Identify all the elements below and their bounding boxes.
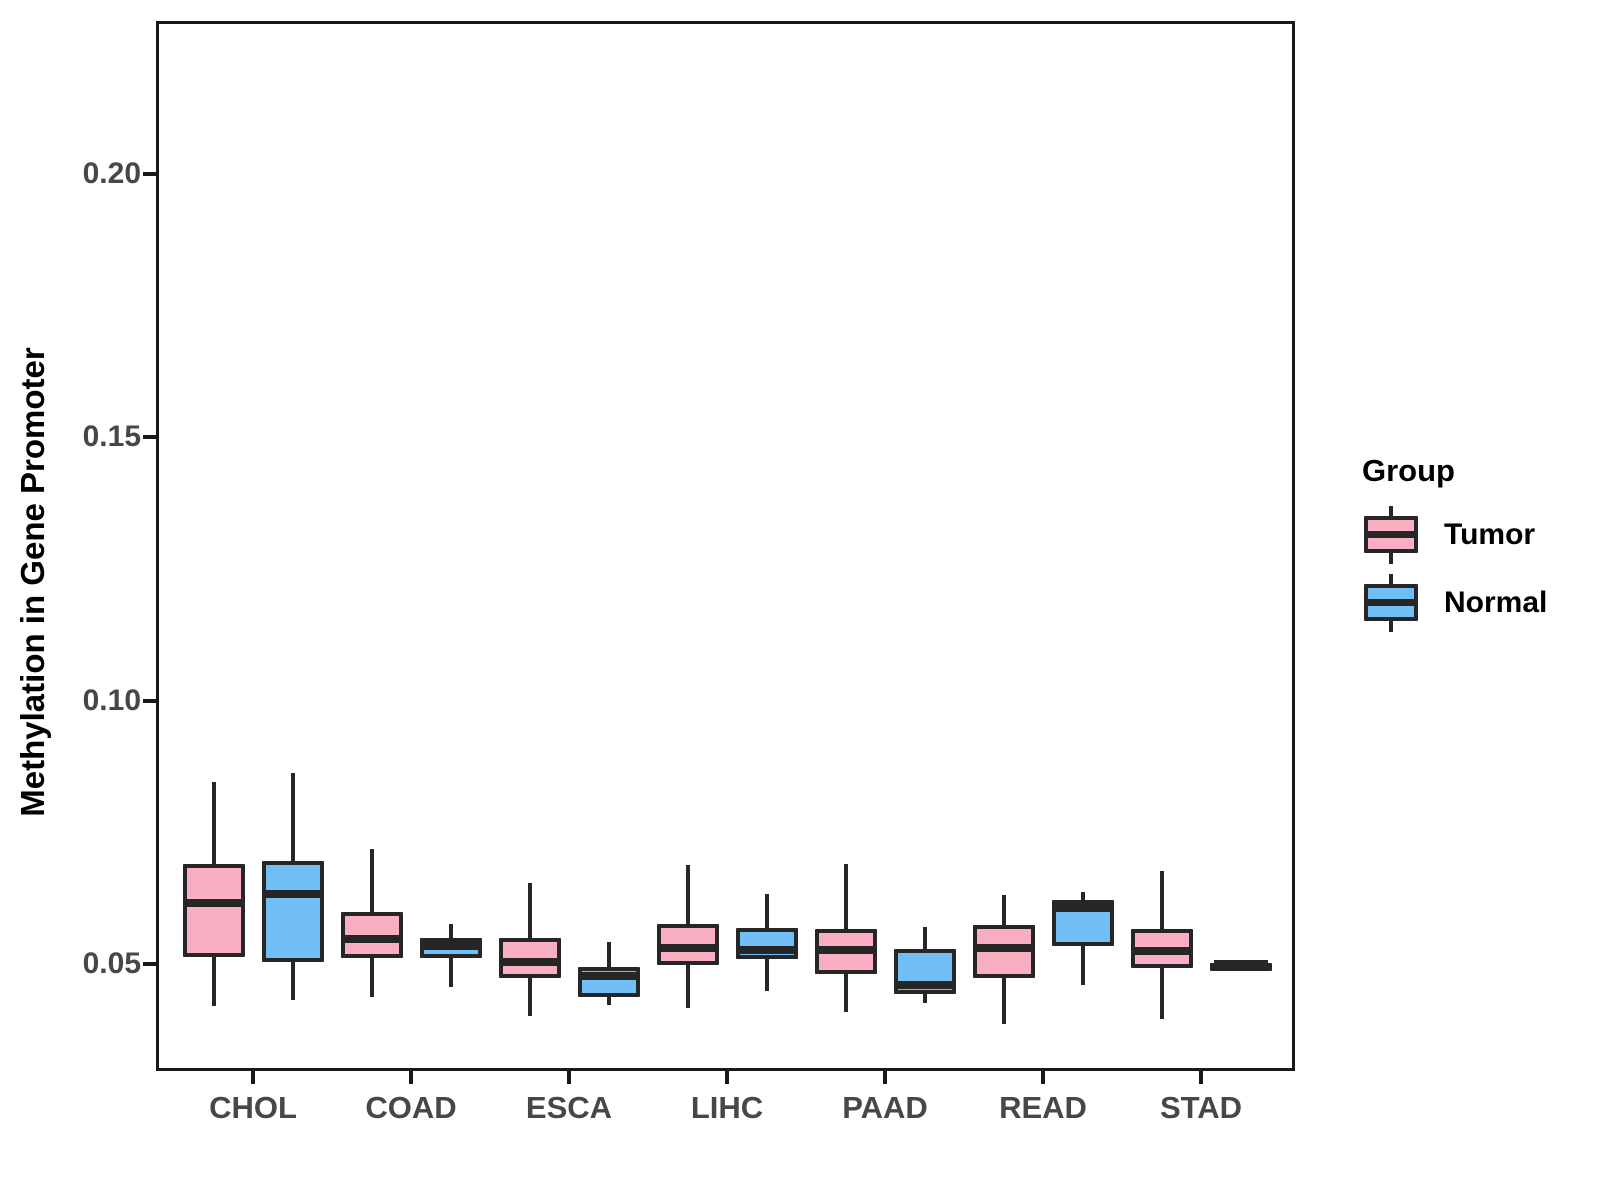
boxplot-median-paad-normal	[897, 981, 952, 990]
y-axis-title: Methylation in Gene Promoter	[14, 347, 51, 817]
legend-title: Group	[1362, 453, 1455, 488]
legend-item-tumor: Tumor	[1362, 504, 1592, 566]
boxplot-median-chol-normal	[265, 889, 320, 898]
boxplot-box-chol-tumor	[182, 863, 245, 957]
legend: Group Tumor Normal	[1362, 452, 1592, 640]
x-axis-tick	[251, 1071, 255, 1084]
legend-label-normal: Normal	[1444, 586, 1548, 619]
boxplot-median-read-tumor	[976, 943, 1031, 952]
boxplot-median-coad-tumor	[344, 935, 399, 943]
boxplot-median-coad-normal	[423, 941, 478, 950]
boxplot-median-chol-tumor	[186, 898, 241, 907]
x-axis-tick	[409, 1071, 413, 1084]
y-axis-tick-label: 0.05	[82, 946, 141, 980]
x-axis-tick-label: ESCA	[525, 1090, 613, 1125]
x-axis-tick	[1199, 1071, 1203, 1084]
x-axis-tick-label: LIHC	[690, 1090, 764, 1125]
legend-item-normal: Normal	[1362, 572, 1592, 634]
y-axis-tick	[143, 961, 156, 966]
y-axis-tick	[143, 698, 156, 703]
boxplot-box-lihc-normal	[735, 927, 798, 959]
y-axis-tick-label: 0.20	[82, 157, 141, 191]
boxplot-median-esca-normal	[581, 971, 636, 980]
y-axis-tick-label: 0.10	[82, 683, 141, 717]
plot-panel	[156, 21, 1295, 1071]
x-axis-tick	[1041, 1071, 1045, 1084]
boxplot-median-lihc-tumor	[660, 944, 715, 953]
boxplot-median-stad-tumor	[1134, 946, 1189, 955]
boxplot-median-paad-tumor	[818, 945, 873, 954]
boxplot-median-esca-tumor	[502, 957, 557, 966]
legend-key-median	[1368, 531, 1414, 538]
x-axis-tick-label: PAAD	[842, 1090, 928, 1125]
boxplot-median-lihc-normal	[739, 945, 794, 954]
boxplot-key-icon	[1362, 504, 1420, 566]
boxplot-median-stad-normal	[1213, 959, 1268, 968]
x-axis-tick	[725, 1071, 729, 1084]
y-axis-tick	[143, 435, 156, 440]
x-axis-tick-label: COAD	[365, 1090, 457, 1125]
x-axis-tick	[883, 1071, 887, 1084]
legend-key-median	[1368, 599, 1414, 606]
boxplot-median-read-normal	[1055, 904, 1110, 913]
y-axis-tick	[143, 172, 156, 177]
y-axis-tick-label: 0.15	[82, 420, 141, 454]
legend-label-tumor: Tumor	[1444, 518, 1536, 551]
x-axis-tick-label: READ	[999, 1090, 1087, 1125]
boxplot-key-icon	[1362, 572, 1420, 634]
x-axis-tick-label: STAD	[1159, 1090, 1243, 1125]
boxplot-box-chol-normal	[261, 861, 324, 963]
x-axis-tick-label: CHOL	[209, 1090, 297, 1125]
x-axis-tick	[567, 1071, 571, 1084]
